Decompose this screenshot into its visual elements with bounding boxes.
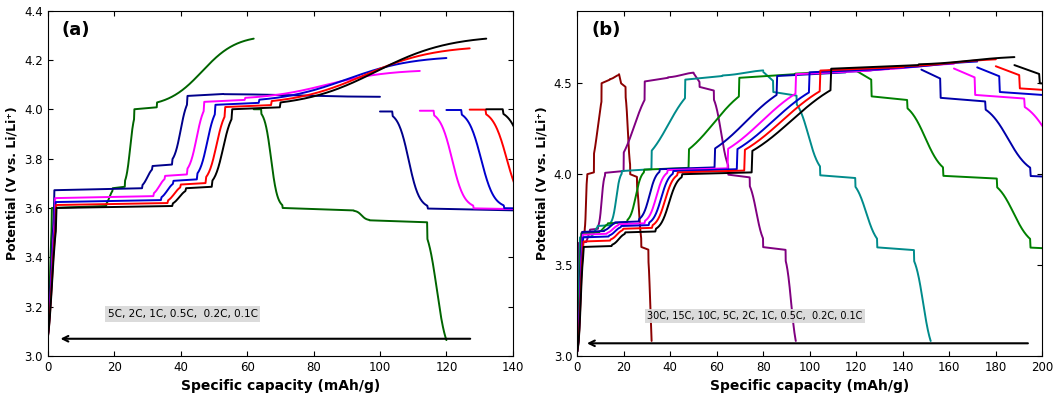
Y-axis label: Potential (V vs. Li/Li⁺): Potential (V vs. Li/Li⁺) — [535, 107, 549, 260]
X-axis label: Specific capacity (mAh/g): Specific capacity (mAh/g) — [711, 379, 910, 393]
Text: 30C, 15C, 10C, 5C, 2C, 1C, 0.5C,  0.2C, 0.1C: 30C, 15C, 10C, 5C, 2C, 1C, 0.5C, 0.2C, 0… — [647, 311, 862, 321]
Text: 5C, 2C, 1C, 0.5C,  0.2C, 0.1C: 5C, 2C, 1C, 0.5C, 0.2C, 0.1C — [108, 309, 257, 319]
X-axis label: Specific capacity (mAh/g): Specific capacity (mAh/g) — [181, 379, 380, 393]
Text: (b): (b) — [591, 21, 621, 39]
Text: (a): (a) — [61, 21, 90, 39]
Y-axis label: Potential (V vs. Li/Li⁺): Potential (V vs. Li/Li⁺) — [5, 107, 19, 260]
